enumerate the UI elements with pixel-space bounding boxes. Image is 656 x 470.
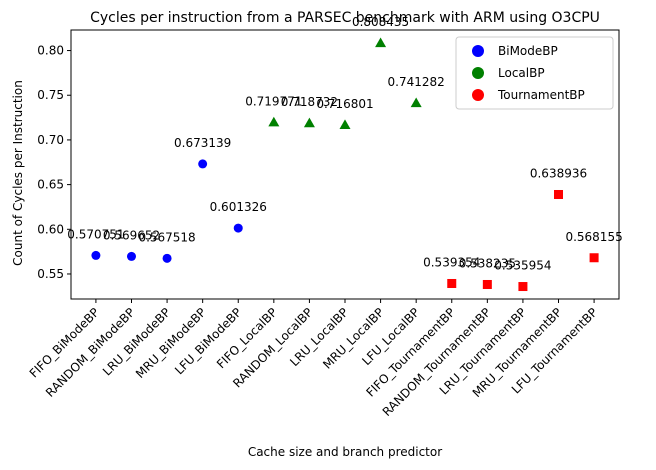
bimodebp-point (91, 250, 101, 260)
legend-marker (472, 67, 484, 79)
bimodebp-point (233, 223, 243, 233)
y-tick-label: 0.80 (37, 44, 64, 58)
y-tick-label: 0.65 (37, 178, 64, 192)
localbp-value-label: 0.718732 (281, 95, 338, 109)
localbp-point (268, 116, 280, 127)
localbp-value-label: 0.741282 (388, 75, 445, 89)
localbp-value-label: 0.716801 (316, 97, 373, 111)
localbp-value-label: 0.719771 (245, 94, 302, 108)
tournamentbp-value-label: 0.535954 (494, 259, 551, 273)
tournamentbp-point (518, 282, 528, 292)
tournamentbp-point (447, 278, 457, 288)
y-tick-label: 0.60 (37, 222, 64, 236)
tournamentbp-point (554, 189, 564, 199)
legend-marker (472, 45, 484, 57)
bimodebp-value-label: 0.570751 (67, 227, 124, 241)
bimodebp-point (198, 159, 208, 169)
bimodebp-point (162, 253, 172, 263)
localbp-point (303, 117, 315, 128)
tournamentbp-value-label: 0.538235 (459, 256, 516, 270)
bimodebp-point (126, 251, 136, 261)
legend: BiModeBP LocalBP TournamentBP (455, 36, 614, 110)
tournamentbp-point (589, 253, 599, 263)
bimodebp-value-label: 0.569652 (103, 228, 160, 242)
x-axis-label: Cache size and branch predictor (248, 445, 442, 459)
legend-box (455, 36, 614, 110)
chart-title: Cycles per instruction from a PARSEC ben… (90, 10, 600, 26)
legend-label: LocalBP (498, 66, 545, 80)
y-tick-label: 0.55 (37, 267, 64, 281)
legend-marker (472, 89, 484, 101)
legend-label: TournamentBP (497, 88, 585, 102)
y-tick-label: 0.70 (37, 133, 64, 147)
tournamentbp-point (482, 279, 492, 289)
localbp-point (339, 119, 351, 130)
localbp-point (375, 37, 387, 48)
bimodebp-value-label: 0.567518 (138, 230, 195, 244)
bimodebp-value-label: 0.601326 (210, 200, 267, 214)
localbp-point (410, 97, 422, 108)
tournamentbp-value-label: 0.568155 (565, 230, 622, 244)
y-axis-label: Count of Cycles per Instruction (11, 80, 25, 266)
legend-label: BiModeBP (498, 44, 558, 58)
y-tick-label: 0.75 (37, 88, 64, 102)
tournamentbp-value-label: 0.539354 (423, 255, 480, 269)
tournamentbp-value-label: 0.638936 (530, 166, 587, 180)
bimodebp-value-label: 0.673139 (174, 136, 231, 150)
data-marks (91, 37, 599, 292)
localbp-value-label: 0.808435 (352, 15, 409, 29)
